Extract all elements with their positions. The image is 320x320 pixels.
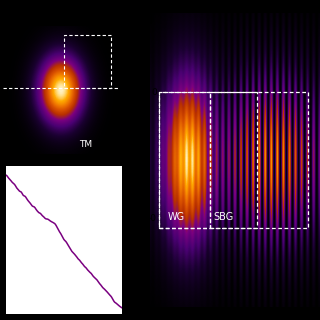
Text: WG: WG [167,212,185,222]
Text: -0: -0 [148,214,157,223]
Text: z, μm: z, μm [133,147,143,173]
Text: 0: 0 [151,88,157,97]
Bar [159,92,308,228]
Bar [210,92,257,228]
Text: SBG: SBG [213,212,233,222]
Bar [159,92,210,228]
Text: (d: (d [141,14,153,28]
Text: TM: TM [79,140,92,149]
Bar [64,35,111,88]
